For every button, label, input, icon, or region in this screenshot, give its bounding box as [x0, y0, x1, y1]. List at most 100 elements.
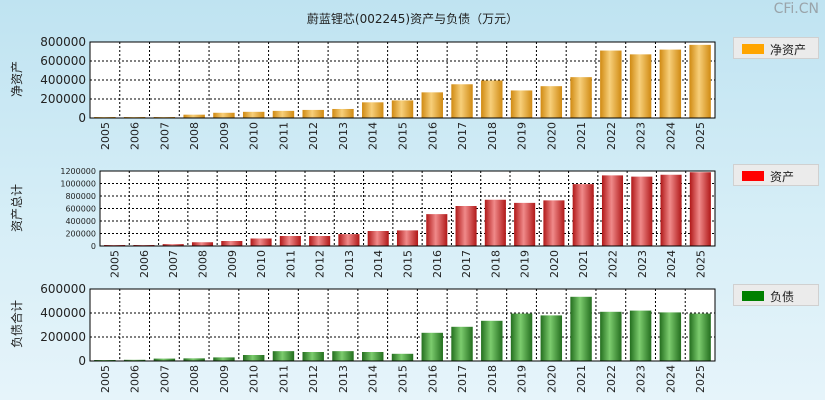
x-tick-label: 2007 [167, 250, 180, 278]
x-tick-label: 2007 [158, 365, 171, 393]
y-tick-label: 800000 [40, 35, 86, 49]
x-tick-label: 2014 [372, 250, 385, 278]
bar-liab-2009 [213, 357, 235, 361]
x-tick-label: 2010 [248, 365, 261, 393]
bar-assets-2024 [660, 174, 682, 246]
x-tick-label: 2006 [138, 250, 151, 278]
y-tick-label: 1200000 [60, 167, 96, 176]
x-tick-label: 2015 [397, 365, 410, 393]
bar-equity-2014 [362, 102, 384, 118]
x-tick-label: 2015 [397, 122, 410, 150]
bar-assets-2009 [221, 241, 243, 246]
bar-equity-2021 [570, 77, 592, 118]
x-tick-label: 2019 [519, 250, 532, 278]
bar-equity-2017 [451, 84, 473, 118]
legend-label-equity: 净资产 [770, 43, 807, 57]
bar-liab-2017 [451, 326, 473, 361]
bar-equity-2018 [481, 80, 503, 118]
bar-liab-2024 [659, 312, 682, 361]
x-tick-label: 2025 [694, 122, 707, 150]
bar-equity-2009 [213, 112, 235, 118]
x-tick-label: 2025 [694, 365, 707, 393]
x-tick-label: 2020 [548, 250, 561, 278]
x-tick-label: 2014 [367, 365, 380, 393]
bar-assets-2015 [396, 230, 419, 246]
plot-border-liab [89, 288, 716, 362]
x-tick-label: 2012 [307, 365, 320, 393]
x-tick-label: 2011 [277, 122, 290, 150]
bar-assets-2021 [572, 184, 594, 246]
bar-assets-2019 [514, 202, 536, 246]
y-tick-label: 0 [91, 242, 96, 251]
x-tick-label: 2010 [255, 250, 268, 278]
y-tick-label: 600000 [40, 282, 86, 296]
bar-assets-2025 [689, 172, 711, 246]
y-tick-label: 0 [78, 354, 86, 368]
y-tick-label: 1000000 [60, 179, 96, 188]
x-tick-label: 2013 [337, 365, 350, 393]
x-tick-label: 2009 [226, 250, 239, 278]
y-tick-label: 600000 [40, 54, 86, 68]
x-tick-label: 2010 [248, 122, 261, 150]
x-tick-label: 2016 [426, 365, 439, 393]
bar-liab-2015 [391, 353, 414, 361]
x-tick-label: 2023 [636, 250, 649, 278]
bar-liab-2014 [362, 352, 384, 361]
x-tick-label: 2018 [486, 365, 499, 393]
bar-assets-2020 [543, 200, 565, 246]
x-tick-label: 2019 [516, 122, 529, 150]
bar-liab-2013 [332, 351, 354, 361]
x-tick-label: 2012 [314, 250, 327, 278]
legend-swatch-liabilities [742, 291, 764, 301]
x-tick-label: 2017 [456, 122, 469, 150]
y-tick-label: 400000 [40, 306, 86, 320]
x-tick-label: 2006 [129, 122, 142, 150]
x-tick-label: 2009 [218, 365, 231, 393]
bar-equity-2011 [272, 110, 295, 118]
bar-assets-2022 [601, 175, 624, 246]
x-tick-label: 2007 [158, 122, 171, 150]
x-tick-label: 2024 [665, 250, 678, 278]
bar-assets-2016 [426, 214, 448, 246]
bar-assets-2023 [631, 176, 653, 246]
x-tick-label: 2018 [489, 250, 502, 278]
bar-equity-2023 [629, 54, 652, 118]
y-tick-label: 400000 [65, 217, 96, 226]
y-tick-label: 400000 [40, 73, 86, 87]
bar-assets-2012 [309, 236, 331, 246]
x-tick-label: 2011 [284, 250, 297, 278]
x-tick-label: 2016 [431, 250, 444, 278]
watermark: CFi.CN [773, 1, 819, 17]
x-tick-label: 2008 [188, 365, 201, 393]
bar-assets-2017 [455, 206, 477, 246]
plot-border-assets [99, 170, 716, 247]
bar-liab-2008 [183, 358, 205, 361]
panel-equity: 0 200000 400000 600000 800000 2005 2006 2007 200… [40, 35, 716, 150]
panel-liab: 0 200000 400000 600000 2005 2006 2007 2008 2009 2… [40, 282, 716, 393]
legend-swatch-assets [742, 171, 764, 181]
x-tick-label: 2023 [635, 365, 648, 393]
bar-equity-2013 [332, 108, 354, 118]
x-tick-label: 2005 [99, 122, 112, 150]
bar-assets-2007 [162, 244, 184, 246]
bar-equity-2022 [600, 50, 622, 118]
bar-liab-2018 [481, 320, 503, 361]
bar-assets-2008 [191, 242, 214, 246]
bar-equity-2025 [689, 44, 711, 118]
y-tick-label: 0 [78, 111, 86, 125]
x-tick-label: 2005 [109, 250, 122, 278]
legend-label-liabilities: 负债 [770, 290, 795, 304]
y-tick-label: 800000 [65, 192, 96, 201]
x-tick-label: 2021 [577, 250, 590, 278]
x-tick-label: 2009 [218, 122, 231, 150]
bar-equity-2019 [510, 90, 533, 118]
bar-liab-2010 [242, 355, 265, 361]
x-tick-label: 2022 [607, 250, 620, 278]
bar-liab-2012 [302, 352, 324, 361]
x-tick-label: 2022 [605, 365, 618, 393]
bar-liab-2011 [272, 351, 295, 361]
x-tick-label: 2021 [575, 365, 588, 393]
x-tick-label: 2005 [99, 365, 112, 393]
bar-liab-2016 [421, 332, 443, 361]
bar-assets-2011 [279, 236, 301, 246]
